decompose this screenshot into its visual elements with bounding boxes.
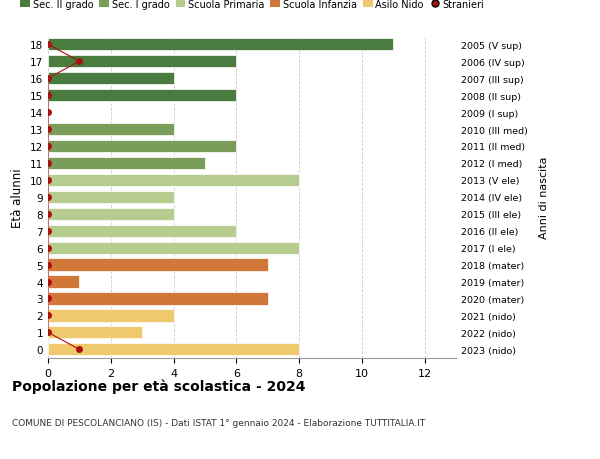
Bar [48,326,142,339]
Bar [48,191,173,203]
Point [43,41,53,49]
Point [43,312,53,319]
Point [43,245,53,252]
Bar [48,276,79,288]
Legend: Sec. II grado, Sec. I grado, Scuola Primaria, Scuola Infanzia, Asilo Nido, Stran: Sec. II grado, Sec. I grado, Scuola Prim… [20,0,484,10]
Point [43,143,53,150]
Text: Popolazione per età scolastica - 2024: Popolazione per età scolastica - 2024 [12,379,305,393]
Y-axis label: Anni di nascita: Anni di nascita [539,156,549,239]
Point [43,92,53,100]
Point [43,126,53,134]
Bar [48,90,236,102]
Bar [48,174,299,186]
Bar [48,208,173,220]
Bar [48,39,393,51]
Text: COMUNE DI PESCOLANCIANO (IS) - Dati ISTAT 1° gennaio 2024 - Elaborazione TUTTITA: COMUNE DI PESCOLANCIANO (IS) - Dati ISTA… [12,418,425,427]
Bar [48,56,236,68]
Point [43,160,53,167]
Point [74,58,84,66]
Bar [48,343,299,356]
Point [43,194,53,201]
Point [43,211,53,218]
Point [74,346,84,353]
Y-axis label: Età alunni: Età alunni [11,168,25,227]
Point [43,228,53,235]
Bar [48,259,268,271]
Bar [48,123,173,136]
Bar [48,242,299,254]
Bar [48,140,236,153]
Point [43,295,53,302]
Point [43,75,53,83]
Point [43,177,53,184]
Point [43,278,53,285]
Bar [48,225,236,237]
Point [43,329,53,336]
Point [43,109,53,117]
Bar [48,73,173,85]
Point [43,261,53,269]
Bar [48,157,205,170]
Bar [48,310,173,322]
Bar [48,293,268,305]
